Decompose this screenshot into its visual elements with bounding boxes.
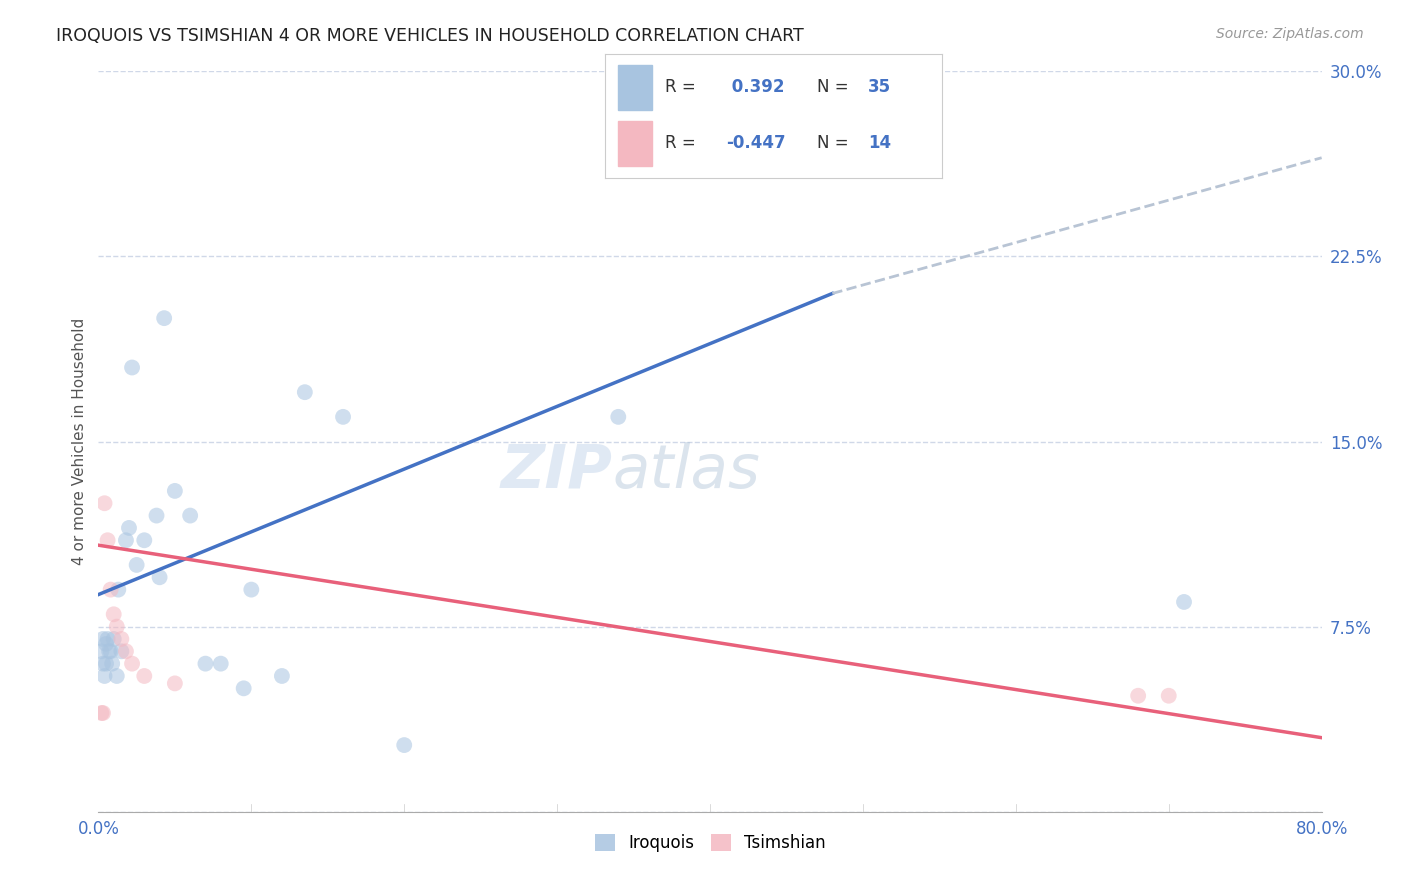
Point <box>94 637 117 651</box>
Point <box>91 657 114 671</box>
Legend: Iroquois, Tsimshian: Iroquois, Tsimshian <box>588 828 832 859</box>
Point <box>392 738 416 752</box>
Text: R =: R = <box>665 78 696 96</box>
Text: IROQUOIS VS TSIMSHIAN 4 OR MORE VEHICLES IN HOUSEHOLD CORRELATION CHART: IROQUOIS VS TSIMSHIAN 4 OR MORE VEHICLES… <box>56 27 804 45</box>
Text: R =: R = <box>665 135 696 153</box>
Y-axis label: 4 or more Vehicles in Household: 4 or more Vehicles in Household <box>72 318 87 566</box>
Point <box>745 126 768 140</box>
Point <box>121 657 143 671</box>
Point <box>93 496 115 510</box>
Text: 14: 14 <box>868 135 891 153</box>
Point <box>179 508 201 523</box>
Text: N =: N = <box>817 135 849 153</box>
Point <box>100 582 122 597</box>
Point <box>121 360 143 375</box>
Point <box>105 619 128 633</box>
Text: N =: N = <box>817 78 849 96</box>
Point <box>332 409 354 424</box>
Point <box>194 657 217 671</box>
Point <box>607 409 630 424</box>
Point <box>149 570 172 584</box>
Point <box>93 669 115 683</box>
Point <box>118 521 141 535</box>
Point <box>163 483 186 498</box>
Point <box>125 558 148 572</box>
Point <box>110 632 132 646</box>
Point <box>98 644 121 658</box>
Bar <box>619 121 652 166</box>
Point <box>90 644 112 658</box>
Point <box>232 681 254 696</box>
Text: atlas: atlas <box>612 442 761 500</box>
Point <box>1157 689 1180 703</box>
Point <box>97 533 120 548</box>
Point <box>101 657 124 671</box>
Point <box>110 644 132 658</box>
Text: 35: 35 <box>868 78 891 96</box>
Point <box>145 508 167 523</box>
Text: -0.447: -0.447 <box>725 135 786 153</box>
Point <box>90 706 112 720</box>
Point <box>163 676 186 690</box>
Point <box>134 669 156 683</box>
Point <box>97 632 120 646</box>
Point <box>100 644 122 658</box>
Point <box>1173 595 1195 609</box>
Text: Source: ZipAtlas.com: Source: ZipAtlas.com <box>1216 27 1364 41</box>
Point <box>294 385 316 400</box>
Point <box>270 669 292 683</box>
Point <box>209 657 232 671</box>
Point <box>115 533 138 548</box>
Text: 0.392: 0.392 <box>725 78 785 96</box>
Point <box>107 582 129 597</box>
Point <box>115 644 138 658</box>
Point <box>103 607 125 622</box>
Point <box>103 632 125 646</box>
Point <box>105 669 128 683</box>
Point <box>134 533 156 548</box>
Point <box>91 632 114 646</box>
Point <box>91 706 114 720</box>
Text: ZIP: ZIP <box>501 442 612 500</box>
Point <box>153 311 176 326</box>
Bar <box>619 65 652 110</box>
Point <box>240 582 263 597</box>
Point <box>1128 689 1150 703</box>
Point <box>94 657 117 671</box>
